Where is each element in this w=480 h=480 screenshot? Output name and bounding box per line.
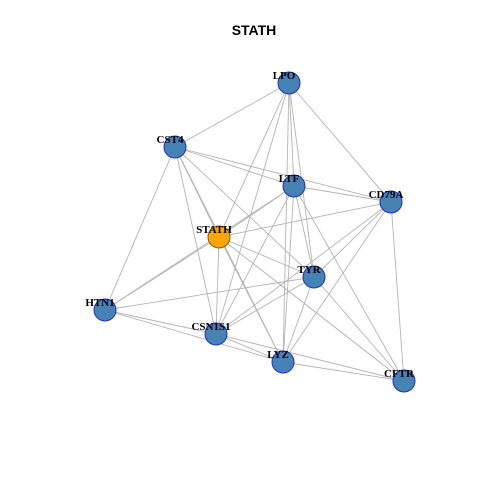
edge-cst4-cd79a: [174, 146, 392, 203]
node-lpo: LPO: [273, 70, 301, 95]
edge-cd79a-cftr: [390, 201, 405, 382]
node-ltf: LTF: [279, 173, 306, 198]
edge-stath-cftr: [218, 236, 405, 382]
edge-cst4-ltf: [174, 146, 295, 187]
edge-tyr-htn1: [104, 276, 315, 311]
node-label-cftr: CFTR: [384, 368, 415, 380]
node-circle-htn1: [93, 298, 117, 322]
edge-ltf-csn1s1: [215, 185, 295, 335]
node-label-lpo: LPO: [273, 70, 296, 82]
edge-lpo-csn1s1: [215, 82, 290, 335]
edge-ltf-cd79a: [293, 185, 392, 203]
node-label-csn1s1: CSN1S1: [191, 321, 230, 333]
edge-cst4-tyr: [174, 146, 315, 278]
node-htn1: HTN1: [85, 297, 117, 322]
node-stath: STATH: [196, 224, 232, 249]
edge-htn1-lyz: [104, 309, 284, 363]
edge-cst4-htn1: [104, 146, 176, 311]
node-circle-csn1s1: [204, 322, 228, 346]
node-circle-cst4: [163, 135, 187, 159]
edge-ltf-lyz: [282, 185, 295, 363]
node-label-cst4: CST4: [157, 134, 184, 146]
edge-cd79a-csn1s1: [215, 201, 392, 335]
node-circle-tyr: [302, 265, 326, 289]
edge-ltf-tyr: [293, 185, 315, 278]
node-cftr: CFTR: [384, 368, 416, 393]
edge-lpo-ltf: [288, 82, 295, 187]
diagram-title: STATH: [232, 22, 277, 38]
node-label-lyz: LYZ: [267, 349, 289, 361]
edge-stath-lyz: [218, 236, 284, 363]
node-label-tyr: TYR: [297, 264, 321, 276]
node-cd79a: CD79A: [369, 189, 404, 214]
node-label-stath: STATH: [196, 224, 232, 236]
edge-lpo-cd79a: [288, 82, 392, 203]
edge-ltf-cftr: [293, 185, 405, 382]
edge-lpo-lyz: [282, 82, 290, 363]
edge-lpo-stath: [218, 82, 290, 238]
edge-cd79a-tyr: [313, 201, 392, 278]
edge-lpo-cst4: [174, 82, 290, 148]
edge-cd79a-lyz: [282, 201, 392, 363]
edge-lyz-cftr: [282, 361, 405, 382]
node-label-ltf: LTF: [279, 173, 300, 185]
edge-csn1s1-cftr: [215, 333, 405, 382]
node-label-cd79a: CD79A: [369, 189, 404, 201]
node-circle-lyz: [271, 350, 295, 374]
node-circle-lpo: [277, 71, 301, 95]
node-cst4: CST4: [157, 134, 187, 159]
edge-stath-htn1: [104, 236, 220, 311]
edge-stath-tyr: [218, 236, 315, 278]
node-label-htn1: HTN1: [85, 297, 114, 309]
edge-tyr-lyz: [282, 276, 315, 363]
node-lyz: LYZ: [267, 349, 295, 374]
node-tyr: TYR: [297, 264, 326, 289]
edge-htn1-csn1s1: [104, 309, 217, 335]
node-circle-cftr: [392, 369, 416, 393]
edge-cst4-csn1s1: [174, 146, 217, 335]
edge-cd79a-stath: [218, 201, 392, 238]
edge-tyr-cftr: [313, 276, 405, 382]
node-circle-ltf: [282, 174, 306, 198]
edge-csn1s1-lyz: [215, 333, 284, 363]
edge-layer: [104, 82, 405, 382]
node-circle-stath: [207, 225, 231, 249]
edge-tyr-csn1s1: [215, 276, 315, 335]
node-csn1s1: CSN1S1: [191, 321, 231, 346]
node-circle-cd79a: [379, 190, 403, 214]
edge-stath-csn1s1: [215, 236, 220, 335]
node-layer: LPO CST4 LTF CD79A STATH TYR HTN1 CSN1S1 LYZ CFTR: [85, 70, 416, 393]
